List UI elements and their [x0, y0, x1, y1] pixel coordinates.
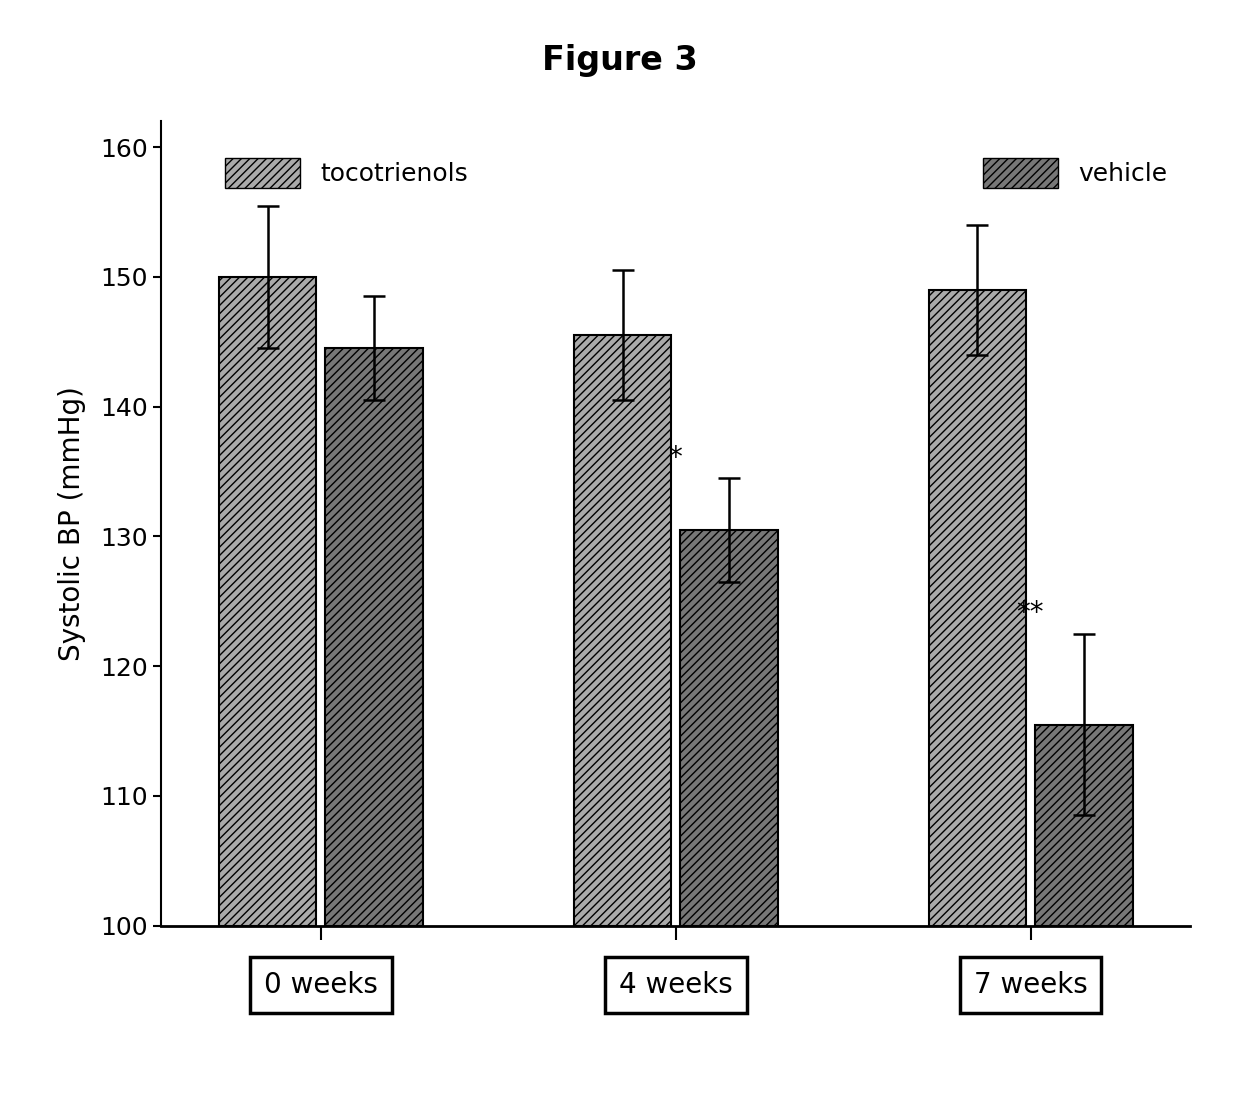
Bar — [1035, 725, 1132, 926]
Text: *: * — [668, 443, 682, 472]
Text: **: ** — [1017, 599, 1044, 627]
Text: 7 weeks: 7 weeks — [973, 971, 1087, 1000]
Legend: vehicle: vehicle — [983, 158, 1168, 188]
Text: 0 weeks: 0 weeks — [264, 971, 378, 1000]
Bar — [325, 348, 423, 926]
Text: 4 weeks: 4 weeks — [619, 971, 733, 1000]
Text: Figure 3: Figure 3 — [542, 44, 698, 77]
Bar — [929, 290, 1027, 926]
Y-axis label: Systolic BP (mmHg): Systolic BP (mmHg) — [58, 386, 87, 661]
Bar — [574, 335, 671, 926]
Bar — [219, 277, 316, 926]
Bar — [681, 530, 777, 926]
